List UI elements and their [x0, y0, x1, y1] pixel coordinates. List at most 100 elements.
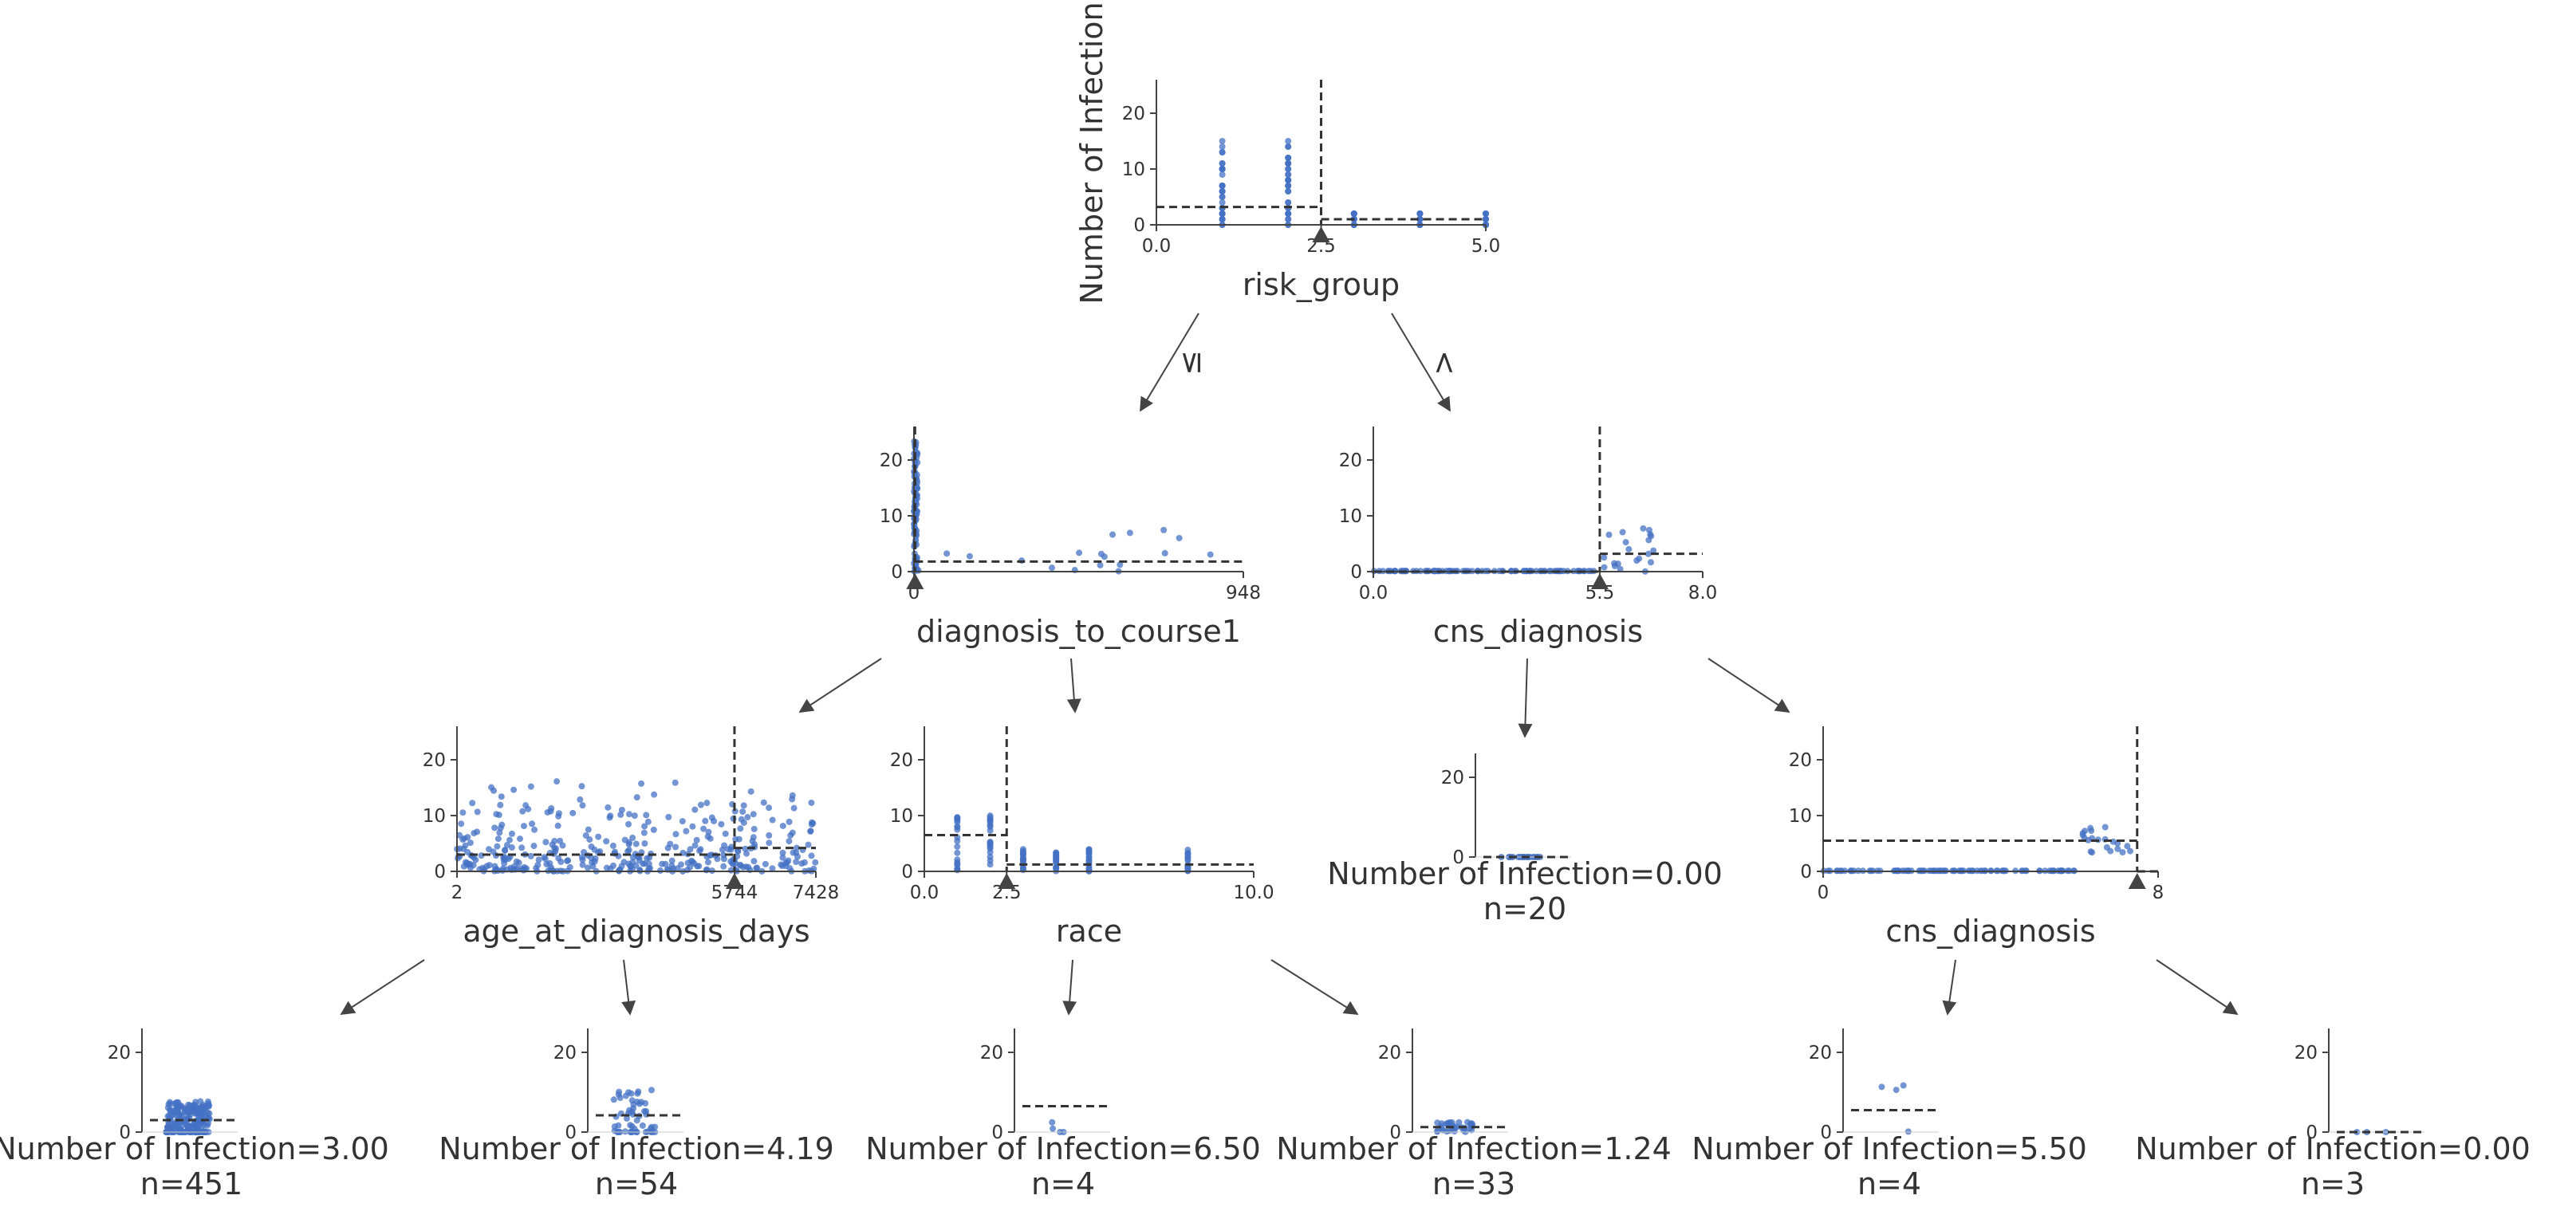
data-point	[750, 811, 757, 818]
tree-edges	[340, 313, 2239, 1016]
data-point	[696, 847, 703, 855]
data-point	[616, 1088, 623, 1095]
data-point	[1050, 1125, 1057, 1132]
leaf-node-leaf_rl-y-tick-label: 20	[1441, 768, 1464, 788]
data-point	[766, 839, 773, 847]
leaf-node-leaf_5-y-tick-label: 20	[1809, 1043, 1832, 1064]
data-point	[506, 836, 514, 843]
edge-label-right: >	[1426, 350, 1461, 375]
data-point	[1219, 144, 1226, 150]
data-point	[520, 823, 527, 830]
data-point	[641, 840, 648, 847]
data-point	[469, 800, 476, 807]
split-node-left1-x-tick-label: 948	[1226, 583, 1261, 604]
split-node-lr2-feature-label: race	[1056, 914, 1122, 949]
split-node-left1-split-triangle	[906, 573, 924, 589]
split-node-lr2-x-tick-label: 0.0	[910, 883, 939, 903]
data-point	[1219, 160, 1226, 167]
data-point	[1285, 160, 1292, 167]
data-point	[808, 852, 815, 859]
data-point	[700, 825, 707, 832]
data-point	[167, 1124, 174, 1131]
data-point	[665, 813, 672, 820]
leaf-node-leaf_1-count-label: n=451	[140, 1166, 242, 1201]
data-point	[1049, 1119, 1056, 1126]
data-point	[1648, 533, 1655, 540]
data-point	[615, 1122, 622, 1129]
data-point	[779, 822, 786, 829]
data-point	[548, 804, 555, 812]
data-point	[622, 1092, 629, 1099]
data-point	[1601, 564, 1608, 571]
data-point	[1184, 850, 1191, 857]
data-point	[1483, 216, 1489, 222]
data-point	[1443, 1120, 1450, 1127]
split-node-right1-y-tick-label: 0	[1350, 562, 1362, 583]
data-point	[636, 857, 643, 864]
data-point	[750, 834, 757, 841]
data-point	[2107, 847, 2114, 855]
split-node-rr2-feature-label: cns_diagnosis	[1885, 914, 2095, 949]
split-node-left1-y-tick-label: 0	[891, 562, 903, 583]
leaf-node-leaf_2-y-tick-label: 0	[565, 1123, 577, 1143]
data-point	[557, 859, 565, 866]
leaf-node-leaf_3-value-label: Number of Infection=6.50	[865, 1131, 1261, 1166]
data-point	[529, 820, 536, 828]
data-point	[579, 802, 586, 809]
leaf-node-leaf_3: 0 20 Number of Infection=6.50n=4	[865, 1028, 1261, 1201]
data-point	[639, 1122, 646, 1129]
data-point	[610, 1096, 617, 1103]
data-point	[1451, 1128, 1458, 1135]
split-node-right1-y-tick-label: 10	[1339, 506, 1362, 527]
data-point	[786, 865, 794, 872]
edge-left1-ll2	[798, 658, 882, 713]
split-node-lr2-y-tick-label: 20	[890, 750, 913, 771]
data-point	[739, 808, 746, 816]
data-point	[1645, 526, 1652, 533]
data-point	[1617, 565, 1624, 572]
data-point	[645, 860, 652, 867]
split-node-right1-x-tick-label: 0.0	[1359, 583, 1388, 604]
data-point	[461, 835, 468, 842]
split-node-rr2: 0 10 20 0 8 cns_diagnosis	[1789, 726, 2164, 949]
data-point	[566, 863, 573, 871]
data-point	[503, 842, 510, 849]
leaf-node-leaf_1: 0 20 Number of Infection=3.00n=451	[0, 1028, 389, 1201]
data-point	[1285, 177, 1292, 183]
data-point	[1219, 183, 1226, 189]
data-point	[650, 826, 657, 833]
data-point	[807, 828, 814, 835]
leaf-node-leaf_5-points	[1878, 1082, 1912, 1135]
data-point	[625, 847, 632, 854]
data-point	[704, 859, 711, 866]
data-point	[744, 814, 751, 821]
data-point	[609, 842, 616, 849]
split-node-ll2-points	[454, 778, 819, 875]
data-point	[495, 812, 502, 819]
data-point	[687, 863, 694, 871]
edge-ll2-leaf2	[621, 959, 636, 1016]
data-point	[192, 1099, 199, 1106]
data-point	[502, 855, 509, 863]
data-point	[577, 796, 584, 803]
data-point	[1126, 529, 1133, 537]
split-node-ll2-x-tick-label: 7428	[793, 883, 840, 903]
data-point	[622, 1128, 629, 1135]
data-point	[745, 863, 752, 871]
data-point	[627, 863, 634, 870]
data-point	[510, 786, 518, 793]
data-point	[687, 857, 695, 864]
data-point	[164, 1113, 171, 1120]
data-point	[750, 858, 758, 865]
edge-rr2-leaf6	[2156, 959, 2239, 1016]
edge-right1-rr2	[1707, 658, 1790, 713]
split-node-root-y-tick-label: 10	[1122, 159, 1145, 180]
data-point	[1219, 188, 1226, 195]
data-point	[1640, 525, 1647, 532]
data-point	[595, 833, 602, 840]
data-point	[559, 842, 566, 849]
data-point	[808, 819, 815, 826]
